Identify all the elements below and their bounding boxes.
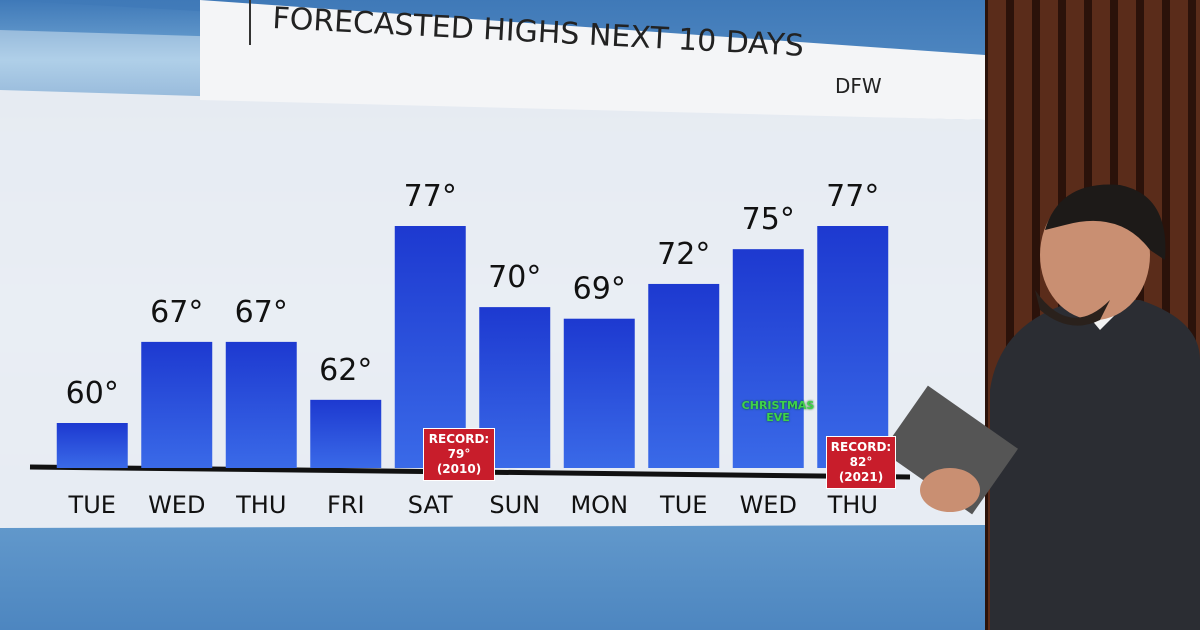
value-label: 67° bbox=[235, 295, 288, 330]
value-label: 77° bbox=[404, 179, 457, 214]
value-label: 69° bbox=[573, 272, 626, 307]
x-tick-label: SAT bbox=[408, 491, 453, 519]
x-tick-label: WED bbox=[740, 491, 797, 519]
value-label: 62° bbox=[319, 353, 372, 388]
x-tick-label: WED bbox=[148, 491, 205, 519]
bar bbox=[394, 226, 466, 468]
x-tick-label: FRI bbox=[327, 491, 365, 519]
x-tick-label: THU bbox=[235, 491, 286, 519]
bar bbox=[732, 249, 804, 468]
bar bbox=[648, 283, 720, 468]
bar bbox=[310, 399, 382, 468]
x-tick-label: TUE bbox=[659, 491, 707, 519]
bar bbox=[563, 318, 635, 468]
presenter bbox=[882, 184, 1200, 630]
value-label: 67° bbox=[150, 295, 203, 330]
x-tick-label: THU bbox=[827, 491, 878, 519]
location-label: DFW bbox=[835, 74, 882, 98]
value-label: 77° bbox=[826, 179, 879, 214]
x-tick-label: TUE bbox=[68, 491, 116, 519]
value-label: 72° bbox=[657, 237, 710, 272]
christmas-eve-annotation: CHRISTMAS EVE bbox=[741, 399, 815, 424]
bar bbox=[56, 423, 128, 468]
x-tick-label: SUN bbox=[489, 491, 540, 519]
bar bbox=[225, 341, 297, 468]
value-label: 70° bbox=[488, 260, 541, 295]
x-tick-label: MON bbox=[570, 491, 628, 519]
record-annotation: RECORD: 79° (2010) bbox=[423, 428, 495, 481]
value-label: 75° bbox=[742, 202, 795, 237]
record-annotation: RECORD: 82° (2021) bbox=[826, 436, 896, 489]
bar bbox=[817, 226, 889, 468]
value-label: 60° bbox=[66, 376, 119, 411]
title-banner bbox=[200, 0, 985, 120]
bar bbox=[141, 341, 213, 468]
